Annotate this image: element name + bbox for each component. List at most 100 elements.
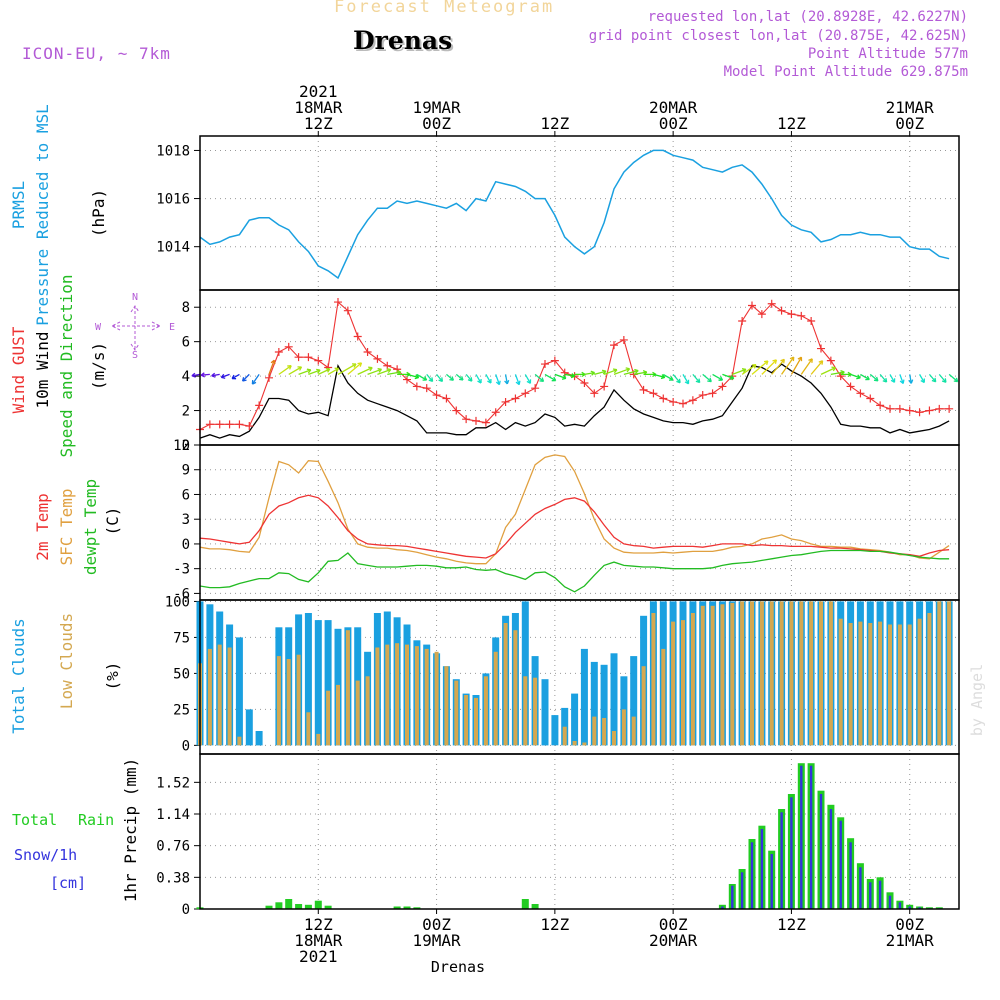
footer-location: Drenas	[431, 958, 485, 976]
wind-label-speed-dir: Speed and Direction	[57, 274, 76, 457]
wind-arrow	[251, 374, 260, 385]
bottom-time-label: 19MAR	[412, 931, 461, 950]
bottom-time-label: 12Z	[777, 915, 806, 934]
wind-arrow-head	[684, 379, 690, 385]
low-cloud-bar	[828, 601, 833, 746]
gust-line	[199, 301, 950, 430]
wind-arrow-head	[818, 360, 824, 365]
wind-arrow	[702, 373, 712, 383]
gust-marker	[245, 422, 254, 431]
wind-arrow-head	[941, 378, 947, 383]
gust-marker	[679, 399, 687, 408]
wind-arrow	[367, 368, 382, 375]
wind-arrow-head	[873, 376, 879, 382]
low-cloud-bar	[947, 601, 952, 746]
low-cloud-bar	[631, 716, 636, 746]
top-time-label: 2021	[299, 82, 338, 101]
gust-marker	[935, 404, 944, 413]
gust-marker	[580, 379, 589, 387]
precip-unit: 1hr Precip (mm)	[121, 758, 140, 903]
wind-arrow	[781, 356, 795, 375]
wind-arrow-head	[477, 378, 482, 384]
low-cloud-bar	[424, 648, 429, 746]
wind-arrow	[623, 369, 639, 376]
compass-west: W	[95, 322, 102, 333]
gust-marker	[442, 394, 451, 403]
wind-arrow	[771, 358, 785, 375]
wind-arrow	[879, 373, 888, 383]
wind-arrow	[221, 373, 230, 379]
low-cloud-bar	[612, 731, 616, 746]
top-time-label: 21MAR	[886, 98, 935, 117]
gust-marker	[886, 404, 894, 413]
low-cloud-bar	[345, 630, 350, 746]
sfc-temp-line	[199, 454, 950, 565]
low-cloud-bar	[355, 680, 360, 746]
rain-bar	[304, 904, 312, 909]
low-cloud-bar	[444, 666, 449, 746]
wind-arrow	[584, 371, 595, 376]
wind-arrow	[504, 374, 508, 385]
compass-arrows-icon	[110, 305, 162, 351]
gust-marker	[422, 384, 431, 393]
low-cloud-bar	[759, 601, 764, 746]
top-time-label: 12Z	[304, 114, 333, 133]
snow-bar	[908, 906, 911, 909]
low-cloud-bar	[474, 697, 478, 746]
low-cloud-bar	[562, 726, 567, 746]
total-cloud-bar	[610, 653, 618, 746]
wind-arrow	[446, 373, 454, 381]
bottom-time-label: 2021	[299, 947, 338, 966]
wind-arrow	[692, 373, 701, 383]
low-cloud-bar	[740, 601, 745, 746]
wind-arrow-head	[270, 359, 276, 365]
wind-arrow	[231, 373, 240, 380]
rain-bar	[275, 902, 283, 909]
wind-arrow	[455, 373, 464, 381]
low-cloud-bar	[690, 613, 695, 746]
wind-arrow	[426, 373, 434, 382]
snow-bar	[750, 842, 754, 909]
gust-marker	[708, 389, 717, 398]
wind-arrow-head	[351, 363, 357, 368]
gust-marker	[738, 317, 747, 325]
gust-marker	[797, 311, 806, 320]
temp-2m-line	[199, 494, 950, 559]
gust-marker	[807, 317, 816, 325]
y-tick-label: 1.52	[156, 775, 190, 791]
top-time-label: 00Z	[895, 114, 924, 133]
y-tick-label: 75	[173, 630, 190, 646]
wind-arrow-head	[741, 368, 747, 373]
low-cloud-bar	[513, 630, 518, 746]
wind-arrow-head	[772, 359, 778, 364]
gust-marker	[304, 353, 313, 362]
y-tick-label: 1016	[156, 192, 190, 208]
wind-arrow	[613, 368, 630, 375]
wind-arrow-head	[763, 360, 769, 366]
y-tick-label: -6	[173, 586, 190, 602]
snow-bar	[800, 765, 803, 909]
bottom-time-label: 00Z	[659, 915, 688, 934]
wind-arrow-head	[920, 378, 925, 384]
gust-marker	[560, 368, 569, 377]
wind-arrow-head	[428, 377, 434, 383]
compass-north: N	[132, 292, 138, 303]
bottom-time-label: 00Z	[895, 915, 924, 934]
gust-marker	[610, 341, 618, 350]
snow-bar	[790, 797, 793, 909]
wind-arrow	[938, 373, 947, 383]
wind-arrow	[928, 373, 937, 383]
low-cloud-bar	[838, 618, 843, 746]
total-cloud-bar	[314, 620, 322, 746]
gust-marker	[472, 416, 480, 425]
temp-label-dewpt: dewpt Temp	[81, 479, 100, 575]
bottom-time-label: 20MAR	[649, 931, 698, 950]
gust-marker	[284, 342, 293, 351]
pressure-line	[199, 149, 950, 280]
wind-arrow-head	[377, 367, 383, 373]
gust-marker	[777, 306, 786, 315]
wind-arrow-head	[668, 376, 674, 381]
y-tick-label: 1014	[156, 240, 190, 256]
wind-arrow	[948, 373, 959, 383]
